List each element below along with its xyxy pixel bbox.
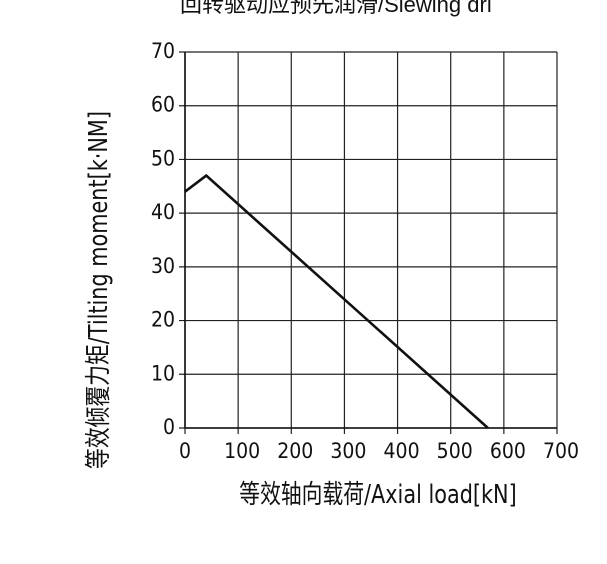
y-tick-label: 10 [151, 361, 175, 385]
x-tick-label: 600 [490, 439, 526, 463]
x-axis-label: 等效轴向载荷/Axial load[kN] [239, 479, 516, 510]
x-tick-label: 500 [437, 439, 473, 463]
x-tick-label: 300 [330, 439, 366, 463]
y-tick-label: 30 [151, 254, 175, 278]
x-tick-label: 200 [277, 439, 313, 463]
chart-title: 回转驱动应预先润滑/Slewing dri [180, 0, 492, 17]
x-tick-label: 400 [384, 439, 420, 463]
x-tick-label: 700 [543, 439, 579, 463]
data-line [184, 173, 489, 429]
y-tick-label: 70 [151, 39, 175, 63]
y-tick-label: 60 [151, 93, 175, 117]
x-tick-label: 100 [224, 439, 260, 463]
x-tick-label: 0 [179, 439, 191, 463]
y-tick-label: 50 [151, 146, 175, 170]
y-tick-label: 0 [163, 415, 175, 439]
y-tick-label: 40 [151, 200, 175, 224]
y-tick-label: 20 [151, 308, 175, 332]
y-axis-label: 等效倾覆力矩/Tilting moment[k·NM] [83, 111, 114, 469]
